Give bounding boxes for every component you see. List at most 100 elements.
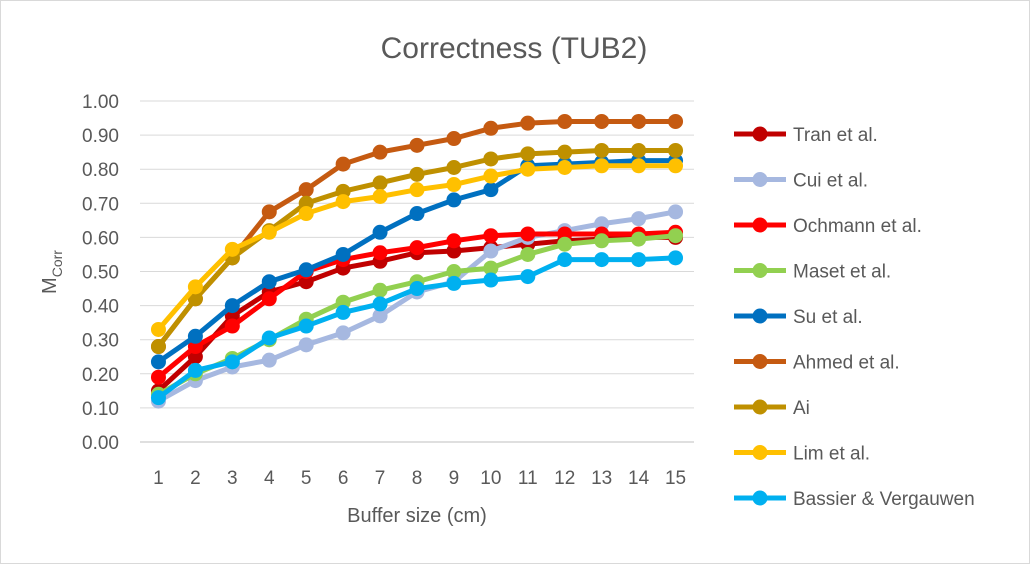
data-point: [409, 281, 425, 297]
data-point: [409, 240, 425, 256]
legend-label: Bassier & Vergauwen: [793, 489, 975, 510]
data-point: [298, 318, 314, 334]
x-tick-label: 6: [338, 468, 349, 489]
data-point: [668, 228, 684, 244]
data-point: [409, 166, 425, 182]
data-point: [335, 325, 351, 341]
data-point: [557, 236, 573, 252]
legend-item: Lim et al.: [734, 444, 870, 465]
x-tick-label: 2: [190, 468, 201, 489]
legend-label: Su et al.: [793, 307, 863, 328]
data-point: [483, 243, 499, 259]
legend-label: Cui et al.: [793, 171, 868, 192]
data-point: [187, 362, 203, 378]
legend-item: Su et al.: [734, 307, 863, 328]
data-point: [372, 224, 388, 240]
data-point: [261, 291, 277, 307]
data-point: [372, 296, 388, 312]
data-point: [668, 250, 684, 266]
y-tick-label: 0.10: [82, 399, 119, 420]
legend-item: Ahmed et al.: [734, 353, 900, 374]
legend-item: Cui et al.: [734, 171, 868, 192]
legend-item: Bassier & Vergauwen: [734, 489, 975, 510]
data-point: [557, 113, 573, 129]
data-point: [594, 252, 610, 268]
data-point: [446, 264, 462, 279]
x-tick-label: 5: [301, 468, 312, 489]
data-point: [298, 206, 314, 222]
data-point: [409, 182, 425, 198]
x-tick-label: 3: [227, 468, 238, 489]
data-point: [631, 158, 647, 174]
data-point: [335, 304, 351, 320]
data-point: [261, 224, 277, 240]
legend-label: Ahmed et al.: [793, 353, 900, 374]
data-point: [668, 204, 684, 220]
legend-marker: [752, 217, 768, 233]
legend: Tran et al. Cui et al. Ochmann et al. Maset…: [734, 125, 975, 510]
data-point: [483, 151, 499, 167]
data-point: [520, 269, 536, 285]
data-point: [261, 274, 277, 290]
series-group: [150, 113, 684, 409]
data-point: [668, 158, 684, 174]
data-point: [631, 142, 647, 158]
data-point: [335, 246, 351, 262]
legend-item: Ai: [734, 398, 810, 419]
data-point: [631, 211, 647, 227]
data-point: [483, 182, 499, 198]
legend-label: Tran et al.: [793, 125, 878, 146]
chart-title: Correctness (TUB2): [381, 32, 648, 65]
y-axis-title: MCorr: [39, 250, 65, 294]
data-point: [224, 318, 240, 334]
y-tick-label: 0.20: [82, 365, 119, 386]
data-point: [594, 142, 610, 158]
data-point: [150, 339, 166, 355]
legend-marker: [752, 126, 768, 142]
data-point: [261, 204, 277, 220]
x-tick-label: 12: [554, 468, 575, 489]
y-axis-ticks: 0.00 0.10 0.20 0.30 0.40 0.50 0.60 0.70 0.80 0.90…: [82, 92, 119, 454]
data-point: [261, 352, 277, 368]
x-tick-label: 7: [375, 468, 386, 489]
x-tick-label: 10: [480, 468, 501, 489]
data-point: [631, 231, 647, 247]
legend-marker: [752, 445, 768, 460]
data-point: [187, 291, 203, 307]
data-point: [446, 275, 462, 291]
data-point: [150, 390, 166, 406]
x-tick-label: 1: [153, 468, 164, 489]
y-axis-title-main: M: [39, 277, 61, 294]
y-tick-label: 0.40: [82, 297, 119, 318]
data-point: [298, 262, 314, 278]
data-point: [224, 241, 240, 257]
legend-marker: [752, 490, 768, 506]
y-tick-label: 0.70: [82, 194, 119, 215]
data-point: [187, 328, 203, 344]
legend-item: Tran et al.: [734, 125, 878, 146]
data-point: [224, 298, 240, 314]
x-tick-label: 11: [518, 468, 538, 489]
data-point: [668, 142, 684, 158]
data-point: [557, 252, 573, 268]
data-point: [409, 137, 425, 153]
data-point: [372, 245, 388, 261]
data-point: [483, 168, 499, 184]
data-point: [446, 159, 462, 175]
data-point: [261, 330, 277, 346]
data-point: [520, 246, 536, 262]
data-point: [520, 161, 536, 177]
y-tick-label: 0.30: [82, 331, 119, 352]
data-point: [557, 159, 573, 175]
data-point: [372, 188, 388, 204]
x-axis-ticks: 1 2 3 4 5 6 7 8 9 10 11 12 13 14 15: [153, 468, 686, 489]
data-point: [372, 175, 388, 191]
data-point: [409, 206, 425, 222]
data-point: [446, 233, 462, 249]
y-tick-label: 1.00: [82, 92, 119, 113]
data-point: [298, 337, 314, 353]
data-point: [557, 144, 573, 160]
data-point: [372, 282, 388, 298]
data-point: [150, 321, 166, 337]
